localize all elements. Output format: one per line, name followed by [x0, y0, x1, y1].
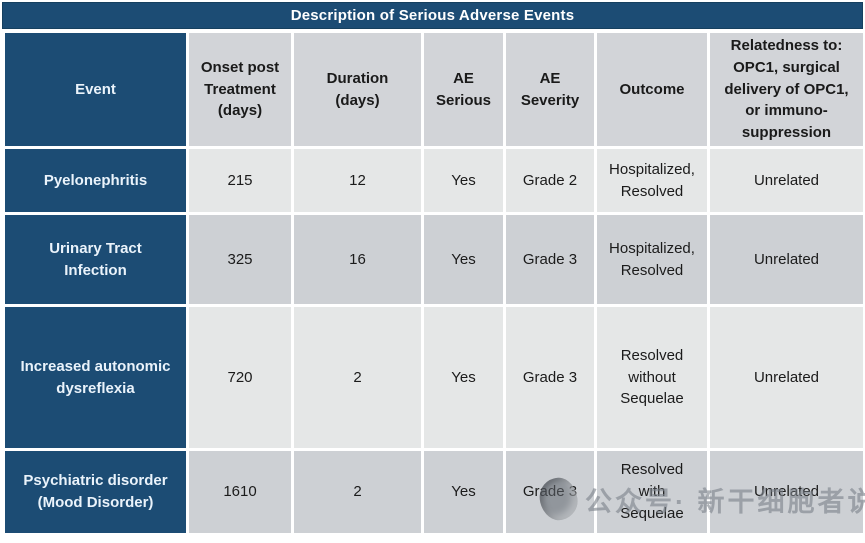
outcome-cell: Hospitalized, Resolved [594, 146, 710, 215]
serious-adverse-events-table: Event Onset post Treatment (days) Durati… [2, 30, 865, 536]
col-header-onset: Onset post Treatment (days) [186, 30, 294, 149]
duration-cell: 12 [291, 146, 424, 215]
col-header-duration: Duration (days) [291, 30, 424, 149]
relatedness-cell: Unrelated [707, 448, 865, 536]
ae-serious-cell: Yes [421, 304, 506, 451]
ae-serious-cell: Yes [421, 212, 506, 307]
header-row: Event Onset post Treatment (days) Durati… [2, 30, 865, 149]
ae-severity-cell: Grade 2 [503, 146, 597, 215]
col-header-ae-severity: AE Severity [503, 30, 597, 149]
table-row-psychiatric-disorder: Psychiatric disorder (Mood Disorder) 161… [2, 448, 865, 536]
table-row-autonomic-dysreflexia: Increased autonomic dysreflexia 720 2 Ye… [2, 304, 865, 451]
onset-cell: 720 [186, 304, 294, 451]
table-row-pyelonephritis: Pyelonephritis 215 12 Yes Grade 2 Hospit… [2, 146, 865, 215]
duration-cell: 2 [291, 304, 424, 451]
ae-serious-cell: Yes [421, 146, 506, 215]
ae-serious-cell: Yes [421, 448, 506, 536]
onset-cell: 325 [186, 212, 294, 307]
ae-severity-cell: Grade 3 [503, 448, 597, 536]
event-cell: Pyelonephritis [2, 146, 189, 215]
event-cell: Psychiatric disorder (Mood Disorder) [2, 448, 189, 536]
col-header-event: Event [2, 30, 189, 149]
ae-severity-cell: Grade 3 [503, 304, 597, 451]
table-row-urinary-tract-infection: Urinary Tract Infection 325 16 Yes Grade… [2, 212, 865, 307]
event-cell: Urinary Tract Infection [2, 212, 189, 307]
event-cell: Increased autonomic dysreflexia [2, 304, 189, 451]
ae-severity-cell: Grade 3 [503, 212, 597, 307]
relatedness-cell: Unrelated [707, 146, 865, 215]
outcome-cell: Hospitalized, Resolved [594, 212, 710, 307]
col-header-relatedness: Relatedness to: OPC1, surgical delivery … [707, 30, 865, 149]
onset-cell: 1610 [186, 448, 294, 536]
col-header-outcome: Outcome [594, 30, 710, 149]
outcome-cell: Resolved with Sequelae [594, 448, 710, 536]
col-header-ae-serious: AE Serious [421, 30, 506, 149]
outcome-cell: Resolved without Sequelae [594, 304, 710, 451]
table-title: Description of Serious Adverse Events [2, 2, 863, 29]
onset-cell: 215 [186, 146, 294, 215]
duration-cell: 16 [291, 212, 424, 307]
relatedness-cell: Unrelated [707, 212, 865, 307]
relatedness-cell: Unrelated [707, 304, 865, 451]
duration-cell: 2 [291, 448, 424, 536]
